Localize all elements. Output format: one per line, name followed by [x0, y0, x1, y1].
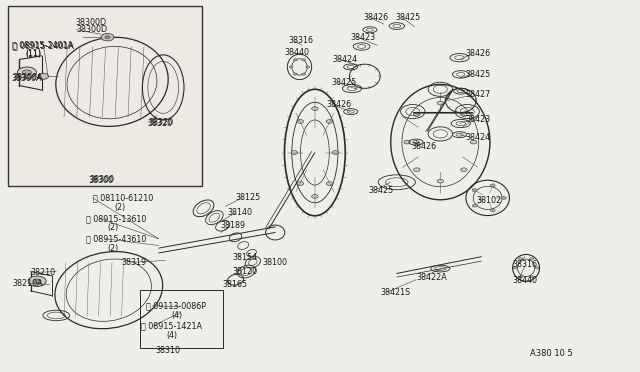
Circle shape	[518, 276, 522, 278]
Circle shape	[291, 151, 298, 154]
Text: (11): (11)	[26, 49, 42, 58]
Text: 38154: 38154	[232, 253, 257, 262]
Text: 38210A: 38210A	[13, 279, 44, 288]
Circle shape	[326, 120, 333, 124]
Text: ⒱ 09113-0086P: ⒱ 09113-0086P	[146, 301, 206, 310]
Text: 38440: 38440	[285, 48, 310, 57]
Text: 38100: 38100	[262, 258, 287, 267]
Text: ⒱ 08110-61210: ⒱ 08110-61210	[93, 193, 153, 202]
Circle shape	[413, 168, 420, 171]
Text: (4): (4)	[166, 331, 177, 340]
Text: Ⓦ 08915-2401A: Ⓦ 08915-2401A	[13, 41, 74, 50]
Text: 38319: 38319	[122, 258, 147, 267]
Text: (2): (2)	[108, 244, 119, 253]
Circle shape	[306, 66, 310, 68]
Circle shape	[461, 168, 467, 171]
Text: 38425: 38425	[396, 13, 420, 22]
Circle shape	[413, 113, 420, 116]
Text: 38102: 38102	[477, 196, 502, 205]
Circle shape	[332, 151, 339, 154]
Text: 38423: 38423	[466, 115, 491, 124]
Text: (2): (2)	[114, 203, 125, 212]
Text: 38316: 38316	[288, 36, 313, 45]
Text: Ⓦ 08915-2401A: Ⓦ 08915-2401A	[12, 40, 72, 49]
Circle shape	[28, 276, 46, 286]
Circle shape	[490, 209, 495, 212]
Text: 38425: 38425	[332, 78, 356, 87]
Circle shape	[326, 182, 333, 185]
Circle shape	[461, 113, 467, 116]
Text: 38421S: 38421S	[381, 288, 411, 296]
Text: 38310: 38310	[156, 346, 180, 355]
Circle shape	[470, 140, 477, 144]
Text: Ⓦ 08915-1421A: Ⓦ 08915-1421A	[141, 322, 202, 331]
Text: 38440: 38440	[512, 276, 537, 285]
Text: (4): (4)	[172, 311, 182, 320]
Text: 38165: 38165	[223, 280, 248, 289]
Circle shape	[312, 195, 318, 198]
Text: Ⓦ 08915-13610: Ⓦ 08915-13610	[86, 214, 147, 223]
Text: (11): (11)	[26, 50, 42, 59]
Circle shape	[519, 258, 522, 260]
Text: 38120: 38120	[232, 267, 257, 276]
Circle shape	[293, 73, 298, 75]
Text: 38125: 38125	[236, 193, 260, 202]
Text: 38189: 38189	[221, 221, 246, 230]
Text: 38424: 38424	[466, 133, 491, 142]
Circle shape	[529, 276, 533, 278]
Text: 38426: 38426	[466, 49, 491, 58]
Text: 38210: 38210	[31, 268, 56, 277]
Text: 38423: 38423	[351, 33, 376, 42]
Text: 38300: 38300	[90, 175, 115, 184]
Text: Ⓦ 08915-43610: Ⓦ 08915-43610	[86, 234, 147, 243]
Text: 38320: 38320	[147, 119, 172, 128]
Circle shape	[33, 279, 41, 283]
Text: 38426: 38426	[364, 13, 388, 22]
Circle shape	[529, 258, 533, 260]
Circle shape	[302, 59, 306, 61]
Text: 38300D: 38300D	[76, 18, 107, 27]
Circle shape	[472, 204, 477, 207]
Text: 38422A: 38422A	[416, 273, 447, 282]
Text: 38426: 38426	[326, 100, 351, 109]
Text: 38300: 38300	[88, 176, 113, 185]
Text: 38320: 38320	[148, 118, 173, 126]
Text: (2): (2)	[108, 223, 119, 232]
Text: 38300D: 38300D	[77, 25, 108, 34]
Circle shape	[312, 107, 318, 110]
Text: 38425: 38425	[466, 70, 491, 79]
Text: 38316: 38316	[512, 260, 537, 269]
Circle shape	[513, 267, 517, 269]
Circle shape	[17, 67, 36, 78]
Circle shape	[535, 267, 539, 269]
Circle shape	[38, 73, 49, 79]
Circle shape	[105, 36, 110, 39]
Circle shape	[302, 73, 306, 75]
Circle shape	[437, 101, 444, 105]
Text: 38300A: 38300A	[12, 74, 42, 83]
Circle shape	[297, 120, 303, 124]
Text: 38426: 38426	[412, 142, 436, 151]
Bar	[8, 6, 202, 186]
Circle shape	[297, 182, 303, 185]
Circle shape	[490, 184, 495, 187]
Circle shape	[437, 179, 444, 183]
Circle shape	[293, 59, 298, 61]
Circle shape	[22, 70, 31, 75]
Circle shape	[404, 140, 410, 144]
Text: 38140: 38140	[227, 208, 252, 217]
Bar	[140, 290, 223, 348]
Text: 38424: 38424	[333, 55, 358, 64]
Circle shape	[472, 189, 477, 192]
Text: 38300A: 38300A	[13, 73, 44, 81]
Circle shape	[501, 196, 506, 199]
Text: 38425: 38425	[368, 186, 393, 195]
Text: 38427: 38427	[466, 90, 491, 99]
Circle shape	[101, 33, 114, 41]
Text: A380 10 5: A380 10 5	[530, 349, 573, 358]
Circle shape	[289, 66, 293, 68]
